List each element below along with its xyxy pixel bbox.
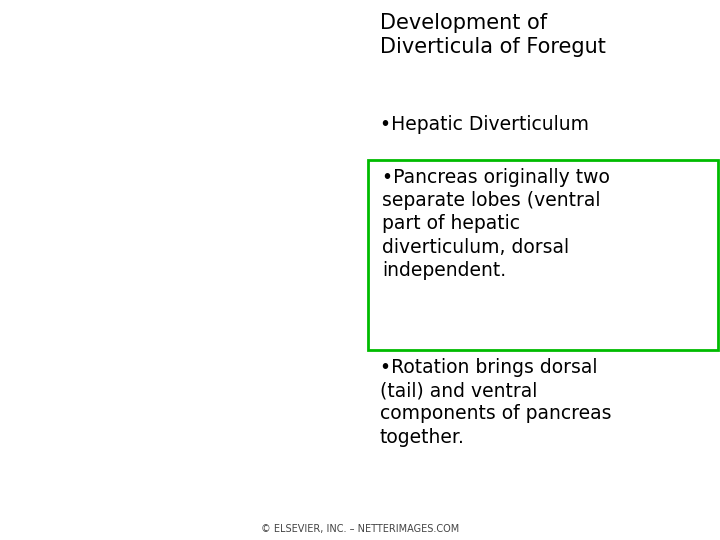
Text: •Pancreas originally two
separate lobes (ventral
part of hepatic
diverticulum, d: •Pancreas originally two separate lobes …: [382, 168, 610, 280]
Text: •Hepatic Diverticulum: •Hepatic Diverticulum: [380, 115, 589, 134]
Text: Development of
Diverticula of Foregut: Development of Diverticula of Foregut: [380, 13, 606, 57]
Text: •Rotation brings dorsal
(tail) and ventral
components of pancreas
together.: •Rotation brings dorsal (tail) and ventr…: [380, 358, 611, 447]
Bar: [375, 0, 720, 540]
Bar: [368, 160, 718, 350]
Text: © ELSEVIER, INC. – NETTERIMAGES.COM: © ELSEVIER, INC. – NETTERIMAGES.COM: [261, 524, 459, 534]
